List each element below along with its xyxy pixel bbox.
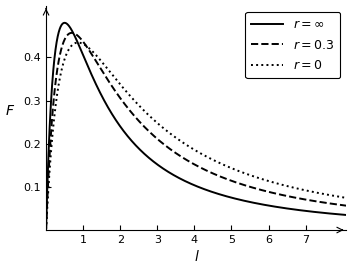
X-axis label: l: l [194, 251, 198, 264]
$r = \infty$ [172, 174, 176, 177]
$r = 0$ [344, 196, 348, 200]
$r = 0.3$ [96, 63, 100, 66]
$r = 0.3$ [159, 141, 163, 144]
Y-axis label: F: F [6, 104, 14, 118]
$r = 0$ [159, 125, 163, 128]
$r = 0$ [339, 195, 343, 198]
$r = 0.3$ [306, 198, 310, 202]
$r = \infty$ [344, 213, 348, 217]
Line: $r = 0.3$: $r = 0.3$ [46, 33, 346, 229]
$r = 0.3$ [44, 227, 48, 231]
$r = 0$ [76, 41, 80, 44]
$r = \infty$ [306, 210, 310, 213]
$r = \infty$ [339, 213, 343, 216]
$r = 0$ [44, 228, 48, 231]
$r = 0$ [78, 41, 83, 45]
$r = 0$ [306, 189, 310, 193]
$r = \infty$ [78, 47, 83, 50]
$r = 0.3$ [344, 204, 348, 207]
$r = \infty$ [63, 21, 67, 25]
Line: $r = 0$: $r = 0$ [46, 43, 346, 229]
$r = 0.3$ [70, 31, 74, 35]
$r = 0$ [96, 56, 100, 59]
Line: $r = \infty$: $r = \infty$ [46, 23, 346, 229]
Legend: $r = \infty$, $r = 0.3$, $r = 0$: $r = \infty$, $r = 0.3$, $r = 0$ [245, 12, 340, 78]
$r = \infty$ [96, 87, 100, 91]
$r = 0$ [172, 135, 176, 138]
$r = \infty$ [44, 227, 48, 230]
$r = \infty$ [159, 166, 163, 169]
$r = 0.3$ [172, 150, 176, 154]
$r = 0.3$ [78, 37, 83, 40]
$r = 0.3$ [339, 203, 343, 207]
